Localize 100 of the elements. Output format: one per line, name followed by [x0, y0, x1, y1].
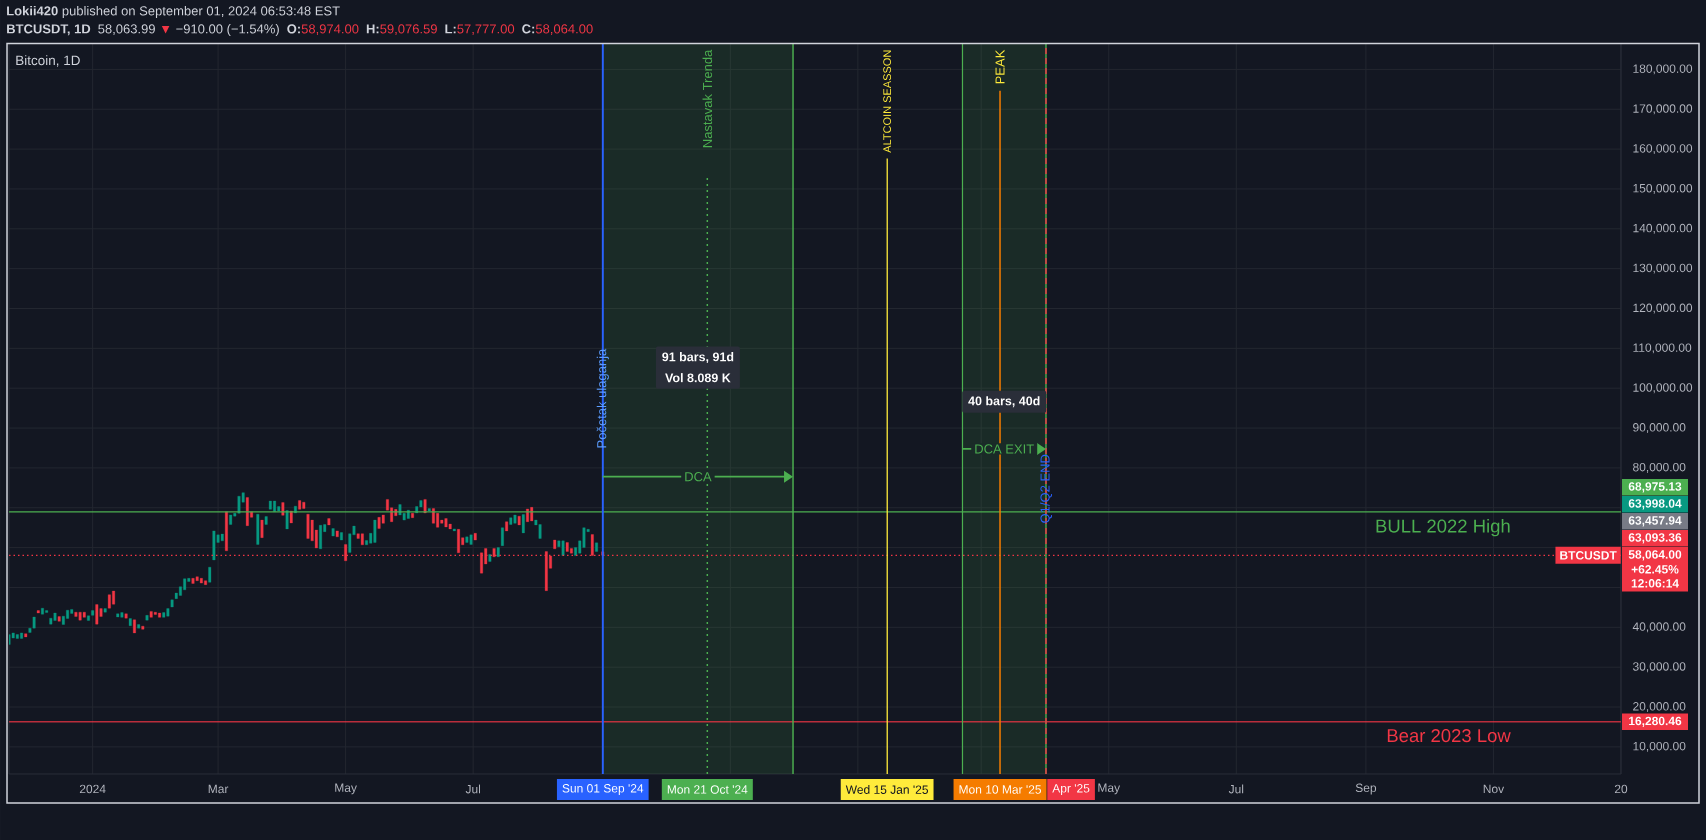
- candlestick: [260, 519, 264, 538]
- candlestick: [153, 612, 157, 615]
- ref-line-label: Q1/Q2 END: [1040, 454, 1052, 523]
- candlestick: [264, 516, 268, 525]
- candlestick: [36, 610, 40, 614]
- x-tick-label: 20: [1614, 784, 1628, 794]
- y-tick-label: 80,000.00: [1633, 462, 1686, 473]
- candlestick: [561, 540, 565, 556]
- y-tick-label: 120,000.00: [1633, 303, 1693, 314]
- candlestick: [220, 533, 224, 541]
- y-tick-label: 10,000.00: [1633, 741, 1686, 752]
- candlestick: [505, 521, 509, 532]
- text: 12:06:14: [1631, 579, 1679, 588]
- candlestick: [166, 608, 170, 617]
- candlestick: [302, 502, 306, 509]
- band-label: DCA EXIT: [975, 444, 1034, 454]
- candlestick: [496, 547, 500, 557]
- candlestick: [195, 576, 199, 581]
- candlestick: [116, 613, 120, 618]
- candlestick: [473, 533, 477, 541]
- x-tick-label: May: [1098, 783, 1121, 795]
- text: Mon 21 Oct '24: [667, 785, 748, 794]
- y-tick-label: 90,000.00: [1633, 423, 1686, 434]
- y-tick-label: 30,000.00: [1632, 662, 1686, 673]
- candlestick: [212, 530, 216, 561]
- candlestick: [141, 625, 145, 630]
- candlestick: [513, 514, 517, 524]
- ref-line-label: BTCUSDT: [1560, 551, 1617, 560]
- y-tick-label: 100,000.00: [1633, 383, 1693, 394]
- candlestick: [452, 528, 456, 532]
- text: L:: [445, 24, 456, 34]
- candlestick: [82, 612, 86, 618]
- text: 58,064.00: [1628, 550, 1682, 561]
- candlestick: [340, 532, 343, 541]
- y-tick-label: 130,000.00: [1633, 263, 1693, 274]
- candlestick: [517, 515, 521, 526]
- candlestick: [225, 511, 228, 551]
- text: +62.45%: [1631, 565, 1679, 574]
- text: 63,457.94: [1628, 516, 1682, 527]
- candlestick: [120, 612, 124, 618]
- x-tick-label: Nov: [1483, 784, 1505, 794]
- candlestick: [15, 634, 19, 639]
- candlestick: [256, 514, 260, 545]
- x-tick-label: May: [335, 783, 357, 795]
- candlestick: [298, 500, 302, 510]
- candlestick: [595, 542, 598, 552]
- text: 58,974.00: [301, 24, 359, 36]
- text: −910.00 (−1.54%): [176, 23, 279, 37]
- candlestick: [411, 513, 414, 518]
- ref-line-label: ALTCOIN SEASSON: [883, 50, 892, 153]
- annotation: Vol 8.089 K: [665, 373, 731, 383]
- y-tick-label: 40,000.00: [1632, 622, 1686, 633]
- y-tick-label: 20,000.00: [1633, 702, 1686, 712]
- candlestick: [245, 497, 249, 526]
- candlestick: [377, 517, 381, 529]
- candlestick: [521, 514, 525, 534]
- candlestick: [229, 514, 233, 525]
- candlestick: [45, 610, 49, 613]
- y-tick-label: 170,000.00: [1633, 104, 1693, 115]
- candlestick: [488, 554, 492, 562]
- text: Bitcoin, 1D: [16, 55, 80, 67]
- candlestick: [327, 518, 331, 526]
- candlestick: [78, 612, 82, 621]
- candlestick: [268, 500, 272, 510]
- x-tick-label: Jul: [1228, 784, 1244, 794]
- candlestick: [162, 612, 166, 618]
- candlestick: [360, 533, 364, 545]
- candlestick: [335, 530, 339, 538]
- x-tick-label: 2024: [79, 784, 106, 794]
- text: 59,076.59: [380, 24, 437, 36]
- annotation: 40 bars, 40d: [968, 396, 1040, 408]
- text: Mon 10 Mar '25: [959, 785, 1042, 794]
- candlestick: [191, 578, 195, 584]
- candlestick: [444, 518, 448, 528]
- candlestick: [427, 508, 431, 512]
- text: 63,093.36: [1628, 533, 1682, 544]
- band-label: DCA: [685, 472, 712, 482]
- ref-line-label: Nastavak Trenda: [702, 49, 713, 148]
- candlestick: [149, 611, 153, 618]
- candlestick: [469, 534, 473, 545]
- candlestick: [553, 539, 557, 549]
- candlestick: [133, 619, 136, 634]
- candlestick: [95, 604, 99, 625]
- candlestick: [237, 496, 241, 514]
- ref-line-label: Početak ulaganja: [596, 348, 609, 448]
- candlestick: [124, 613, 128, 619]
- text: 57,777.00: [457, 24, 515, 36]
- candlestick: [306, 514, 310, 539]
- text: 58,063.99: [98, 24, 155, 36]
- text: BTCUSDT, 1D: [7, 24, 91, 36]
- x-tick-label: Jul: [465, 784, 481, 794]
- candlestick: [373, 519, 377, 543]
- candlestick: [331, 528, 335, 537]
- x-tick-label: Mar: [208, 784, 229, 794]
- text: ▼: [161, 25, 170, 34]
- x-tick-label: Sep: [1355, 783, 1377, 795]
- y-tick-label: 160,000.00: [1633, 144, 1693, 155]
- y-tick-label: 140,000.00: [1633, 223, 1693, 234]
- candlestick: [208, 567, 212, 583]
- candlestick: [9, 634, 11, 645]
